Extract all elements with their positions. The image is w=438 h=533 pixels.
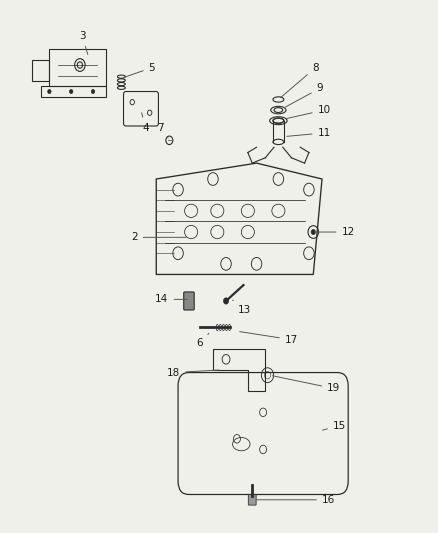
Text: 15: 15 xyxy=(322,421,345,431)
Circle shape xyxy=(47,90,51,94)
Text: 16: 16 xyxy=(256,495,335,505)
Text: 9: 9 xyxy=(285,83,322,107)
Circle shape xyxy=(311,229,315,235)
Text: 4: 4 xyxy=(141,113,148,133)
Text: 7: 7 xyxy=(157,123,168,138)
Text: 14: 14 xyxy=(155,294,187,304)
Circle shape xyxy=(69,90,73,94)
Text: 17: 17 xyxy=(239,332,297,345)
Text: 8: 8 xyxy=(280,63,318,98)
Circle shape xyxy=(223,298,228,304)
FancyBboxPatch shape xyxy=(248,495,255,505)
FancyBboxPatch shape xyxy=(184,292,194,310)
Text: 3: 3 xyxy=(78,31,88,54)
Circle shape xyxy=(91,90,95,94)
Text: 18: 18 xyxy=(167,368,219,377)
Text: 6: 6 xyxy=(196,333,208,349)
Text: 10: 10 xyxy=(286,105,330,118)
Text: 2: 2 xyxy=(131,232,186,243)
Text: 19: 19 xyxy=(272,376,339,393)
Text: 11: 11 xyxy=(286,128,330,138)
Text: 13: 13 xyxy=(232,300,251,315)
Text: 5: 5 xyxy=(124,63,155,77)
Text: 12: 12 xyxy=(316,227,354,237)
